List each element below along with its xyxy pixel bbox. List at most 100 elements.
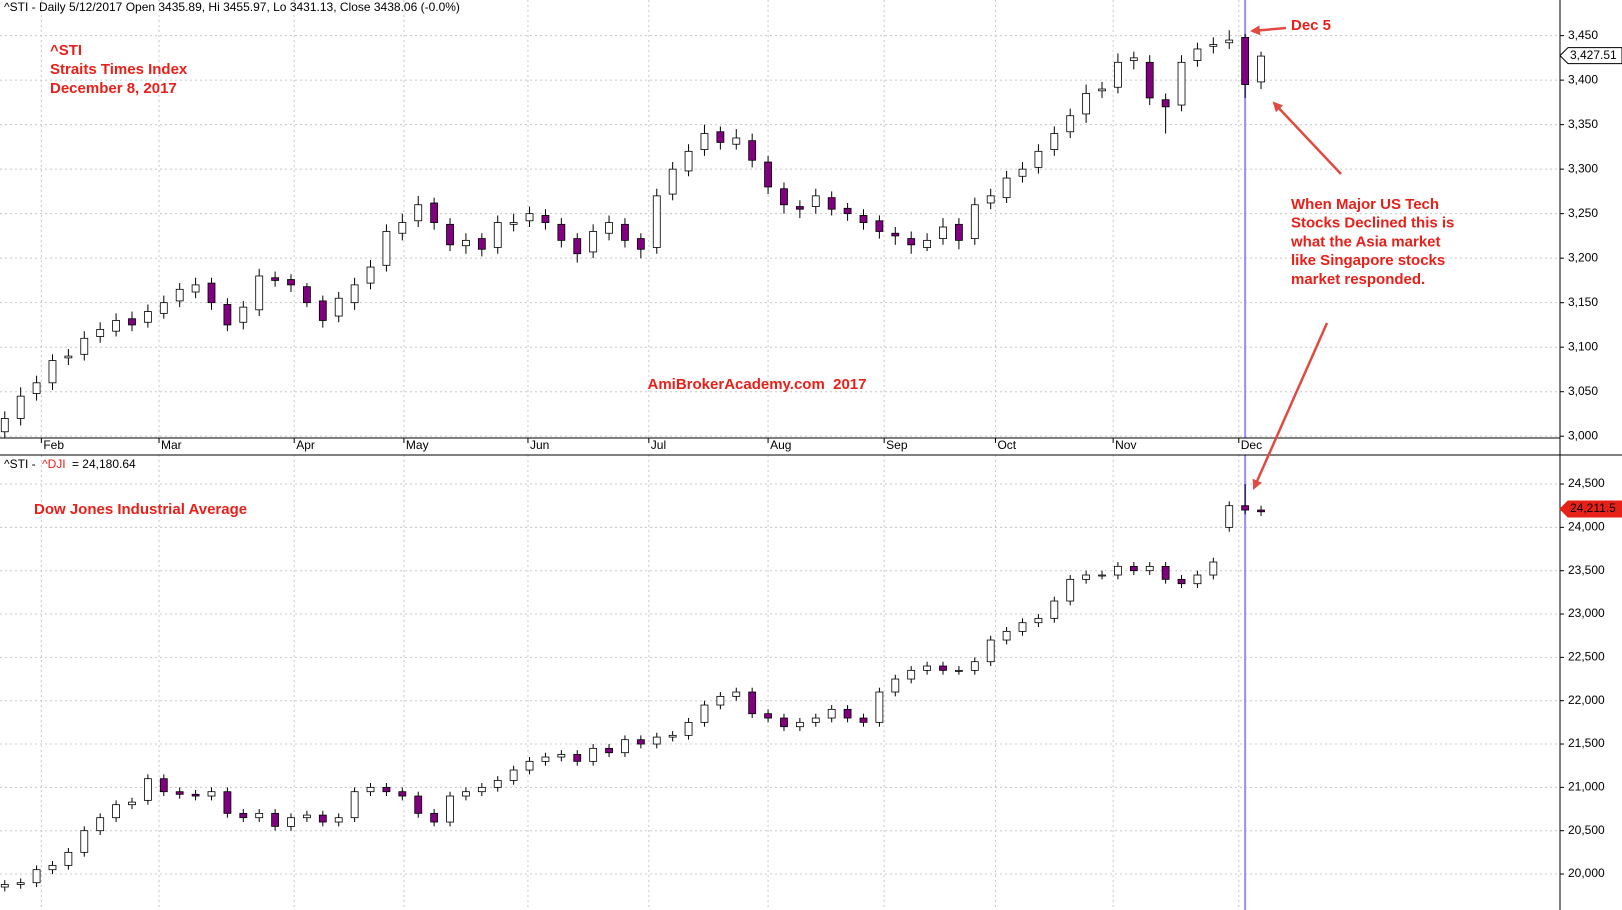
candle-body (32, 382, 41, 394)
watermark: AmiBrokerAcademy.com 2017 (648, 376, 867, 393)
candle-body (462, 239, 470, 247)
candle-body (191, 284, 200, 293)
candle-body (621, 739, 629, 754)
x-tick-label: Oct (997, 438, 1016, 452)
candle-body (16, 882, 25, 885)
candle-body (0, 884, 9, 888)
candle-body (827, 708, 836, 719)
candle-body (223, 791, 232, 814)
candle-body (668, 168, 677, 195)
candle-body (1209, 44, 1218, 47)
candle-body (827, 197, 836, 210)
candle-body (1161, 565, 1170, 580)
candle-body (334, 297, 343, 317)
candle-body (16, 395, 25, 419)
candle-body (48, 360, 57, 384)
y-tick-label: 22,000 (1568, 693, 1605, 707)
candle-body (112, 320, 120, 332)
candle-body (541, 756, 550, 762)
candle-body (668, 734, 677, 738)
candle-body (954, 669, 963, 672)
last-value-label: 24,211.5 (1570, 501, 1616, 515)
candle-body (207, 282, 216, 304)
candle-body (843, 207, 852, 215)
candle-body (128, 801, 136, 806)
candle-body (0, 418, 9, 433)
candle-body (1209, 561, 1218, 576)
candle-body (1225, 505, 1234, 528)
note-line: Stocks Declined this is (1291, 215, 1454, 232)
candle-body (128, 318, 136, 326)
y-tick-label: 3,250 (1568, 206, 1598, 220)
candle-body (32, 869, 41, 884)
candle-body (780, 717, 788, 728)
candle-body (318, 814, 327, 823)
annotation-date: December 8, 2017 (50, 80, 177, 97)
candle-body (1193, 574, 1202, 585)
panel-legend: ^STI - ^DJI = 24,180.64 (4, 457, 136, 471)
candle-body (1098, 574, 1106, 577)
candle-body (96, 328, 105, 337)
candle-body (1034, 150, 1043, 168)
candle-body (143, 311, 152, 323)
candle-body (175, 288, 184, 302)
candle-body (1002, 177, 1011, 199)
candle-body (684, 150, 693, 172)
candle-body (939, 665, 947, 671)
header: ^STI - Daily 5/12/2017 Open 3435.89, Hi … (4, 0, 460, 14)
candle-body (80, 337, 89, 355)
candle-body (1145, 61, 1154, 99)
candle-body (1082, 93, 1091, 115)
y-tick-label: 3,050 (1568, 384, 1598, 398)
candle-body (907, 238, 916, 246)
note-line: what the Asia market (1290, 233, 1441, 250)
x-tick-label: Apr (296, 438, 315, 452)
candle-body (64, 355, 73, 359)
y-tick-label: 3,350 (1568, 117, 1598, 131)
candle-body (398, 791, 407, 797)
candle-body (1177, 61, 1186, 106)
candle-body (1018, 622, 1027, 632)
candle-body (239, 306, 248, 323)
candle-body (64, 851, 73, 866)
y-tick-label: 3,150 (1568, 295, 1598, 309)
candle-body (923, 665, 931, 671)
y-tick-label: 22,500 (1568, 650, 1605, 664)
candle-body (986, 195, 995, 204)
candle-body (191, 793, 200, 797)
candle-body (287, 279, 295, 286)
candle-body (1050, 600, 1059, 619)
candle-body (334, 817, 343, 823)
candle-body (636, 739, 645, 745)
candle-body (414, 795, 423, 814)
arrow (1272, 101, 1342, 175)
candle-body (748, 691, 757, 715)
candle-body (589, 747, 598, 762)
candle-body (843, 708, 852, 719)
candle-body (271, 277, 280, 281)
candle-body (907, 669, 916, 680)
candle-body (1066, 578, 1075, 602)
candle-body (398, 222, 407, 234)
annotation-symbol: ^STI (50, 42, 82, 59)
candle-body (1257, 509, 1265, 513)
y-tick-label: 3,400 (1568, 72, 1598, 86)
y-tick-label: 21,500 (1568, 736, 1605, 750)
candle-body (366, 786, 375, 793)
candle-body (1257, 55, 1265, 83)
candle-body (462, 791, 470, 797)
candle-body (764, 713, 772, 719)
y-tick-label: 20,000 (1568, 866, 1605, 880)
candle-body (112, 804, 120, 819)
note-line: market responded. (1291, 271, 1425, 288)
y-tick-label: 21,000 (1568, 780, 1605, 794)
candle-body (303, 814, 311, 819)
candle-body (366, 266, 375, 284)
candle-body (1161, 99, 1170, 108)
legend-symbol: ^DJI (42, 457, 66, 471)
candle-body (239, 812, 248, 819)
x-tick-label: Nov (1115, 438, 1136, 452)
candle-body (477, 238, 486, 250)
candle-body (859, 717, 868, 723)
candle-body (573, 754, 582, 762)
